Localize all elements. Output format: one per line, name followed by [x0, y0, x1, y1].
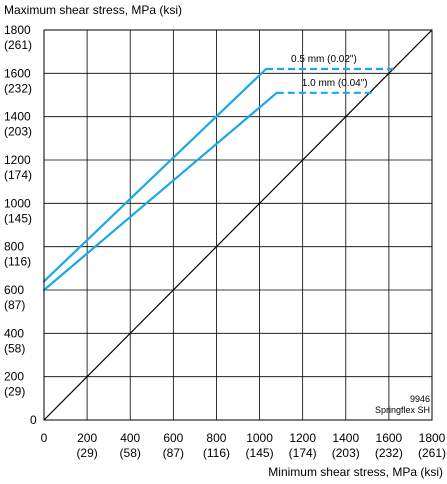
y-tick-400: 400: [4, 326, 24, 340]
y-tick-0: 0: [30, 413, 37, 427]
tick-labels: 0200(29)400(58)600(87)800(116)1000(145)1…: [4, 23, 446, 460]
y-tick-1000: 1000: [4, 196, 31, 210]
series-2-solid-line: [42, 91, 278, 292]
x-tick-400: 400: [120, 431, 140, 445]
x-tick-800: 800: [206, 431, 226, 445]
x-tick-ksi-1600: (232): [375, 446, 403, 460]
y-tick-1600: 1600: [4, 66, 31, 80]
series-2-label: 1.0 mm (0.04"): [302, 78, 368, 89]
y-tick-ksi-600: (87): [4, 298, 25, 312]
x-tick-1800: 1800: [419, 431, 446, 445]
y-tick-1200: 1200: [4, 153, 31, 167]
y-tick-ksi-400: (58): [4, 341, 25, 355]
x-tick-1400: 1400: [332, 431, 359, 445]
y-tick-200: 200: [4, 370, 24, 384]
diagonal-line: [43, 29, 433, 421]
x-tick-ksi-1200: (174): [289, 446, 317, 460]
y-tick-ksi-1600: (232): [4, 81, 32, 95]
x-tick-200: 200: [77, 431, 97, 445]
y-tick-800: 800: [4, 240, 24, 254]
x-tick-0: 0: [41, 431, 48, 445]
y-tick-ksi-1200: (174): [4, 168, 32, 182]
x-axis-title: Minimum shear stress, MPa (ksi): [268, 465, 443, 479]
y-tick-1400: 1400: [4, 110, 31, 124]
y-tick-ksi-1400: (203): [4, 125, 32, 139]
y-tick-ksi-1000: (145): [4, 211, 32, 225]
x-tick-1200: 1200: [289, 431, 316, 445]
annotation-line-2: Springflex SH: [375, 405, 430, 415]
y-tick-1800: 1800: [4, 23, 31, 37]
series-1-label: 0.5 mm (0.02"): [291, 54, 357, 65]
series-1-solid-line: [42, 67, 268, 283]
plot-frame: [43, 29, 433, 421]
x-tick-600: 600: [163, 431, 183, 445]
series-lines: 0.5 mm (0.02") 1.0 mm (0.04"): [42, 29, 433, 421]
x-tick-ksi-1000: (145): [246, 446, 274, 460]
x-tick-ksi-600: (87): [163, 446, 184, 460]
x-tick-1600: 1600: [376, 431, 403, 445]
y-tick-ksi-200: (29): [4, 385, 25, 399]
y-axis-title: Maximum shear stress, MPa (ksi): [4, 3, 183, 17]
y-tick-ksi-1800: (261): [4, 38, 32, 52]
x-tick-ksi-1800: (261): [418, 446, 446, 460]
x-tick-ksi-200: (29): [76, 446, 97, 460]
x-tick-ksi-1400: (203): [332, 446, 360, 460]
x-tick-ksi-400: (58): [120, 446, 141, 460]
x-tick-ksi-800: (116): [203, 446, 230, 460]
y-tick-600: 600: [4, 283, 24, 297]
y-tick-ksi-800: (116): [4, 255, 31, 269]
grid: [44, 30, 432, 420]
x-tick-1000: 1000: [246, 431, 273, 445]
annotation-line-1: 9946: [410, 394, 430, 404]
